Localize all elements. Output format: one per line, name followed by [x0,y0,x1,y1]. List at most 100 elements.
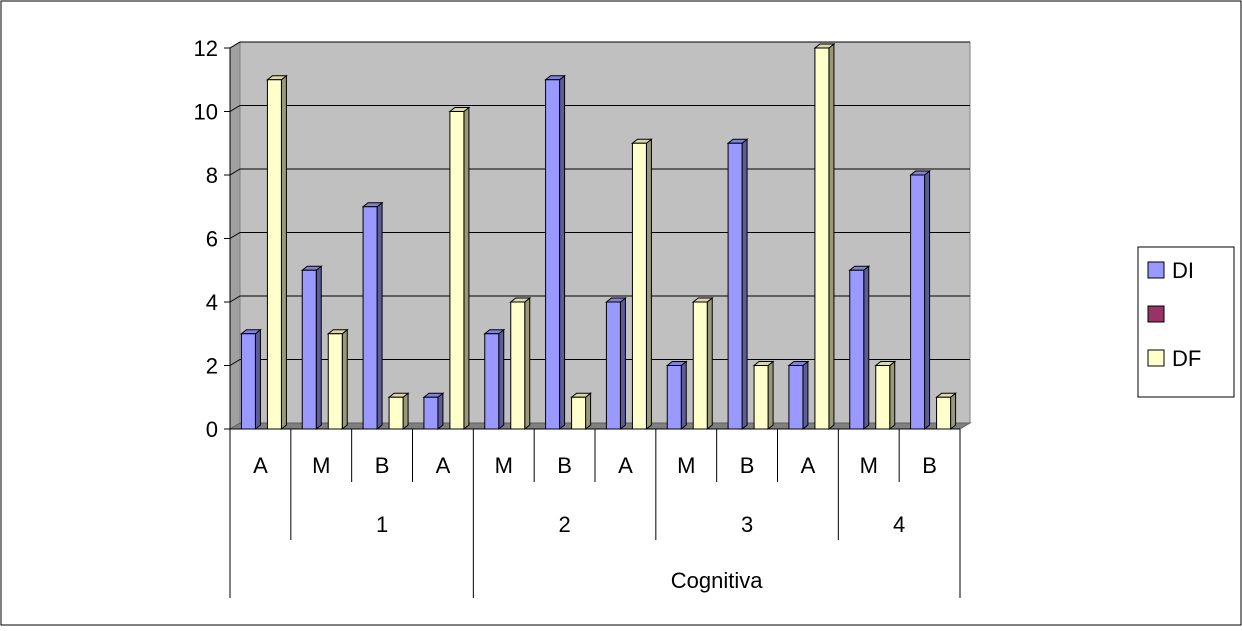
bar-side [341,328,348,431]
bar-DF [387,392,410,431]
legend-entry-label: DF [1172,346,1201,371]
bar-front [936,396,952,430]
group-label: 4 [893,512,905,537]
y-tick-label: 4 [206,290,218,315]
bar-DI [848,265,871,431]
category-label: A [436,453,451,478]
y-tick-label: 12 [194,36,218,61]
bar-side [254,328,261,431]
category-label: B [557,453,572,478]
bar-DI [544,74,567,431]
bar-side [828,42,835,431]
bar-side [680,360,687,431]
bar-side [376,201,383,431]
bar-DF [752,360,775,431]
y-tick-label: 10 [194,100,218,125]
category-label: B [740,453,755,478]
y-tick-label: 8 [206,163,218,188]
bar-DF [691,296,714,431]
outer-category-label: Cognitiva [671,568,763,593]
category-label: M [860,453,878,478]
gridline [229,232,970,239]
bar-DF [874,360,897,431]
bar-front [666,365,682,430]
bar-DF [813,42,836,431]
bar-side [559,74,566,431]
category-label: B [922,453,937,478]
legend-swatch [1147,349,1165,367]
bar-side [498,328,505,431]
bar-front [423,396,439,430]
bar-DI [909,169,932,431]
bar-front [327,333,343,430]
bar-side [802,360,809,431]
bar-front [814,47,830,430]
bar-front [875,365,891,430]
bar-DF [265,74,288,431]
category-label: A [801,453,816,478]
bar-DI [239,328,262,431]
bar-side [767,360,774,431]
bar-side [619,296,626,431]
bar-front [484,333,500,430]
gridline [229,295,970,303]
category-label: A [253,453,268,478]
bar-front [301,269,317,430]
legend-swatch [1147,305,1165,323]
bar-front [388,396,404,430]
legend-entry-label: DI [1172,258,1194,283]
bar-side [585,392,592,431]
y-tick-label: 6 [206,227,218,252]
bar-side [315,265,322,431]
y-tick-label: 0 [206,417,218,442]
bar-front [753,365,769,430]
gridline [229,41,970,49]
bar-side [645,138,652,431]
category-label: M [495,453,513,478]
bar-side [889,360,896,431]
bar-DI [787,360,810,431]
bar-front [692,301,708,430]
bar-front [788,365,804,430]
bar-side [706,296,713,431]
bar-side [402,392,409,431]
bar-front [910,174,926,430]
bar-front [545,79,561,430]
legend: DI DF [1137,246,1235,398]
bar-side [950,392,957,431]
bar-DI [361,201,384,431]
category-label: M [677,453,695,478]
gridline [229,168,970,176]
bar-front [510,301,526,430]
bar-DF [935,392,958,431]
bar-front [727,142,743,430]
bar-DI [726,138,749,431]
group-label: 1 [376,512,388,537]
category-label: B [375,453,390,478]
bar-front [266,79,282,430]
bar-front [571,396,587,430]
bar-DF [630,138,653,431]
category-label: A [618,453,633,478]
bar-DF [570,392,593,431]
bar-side [280,74,287,431]
bar-DI [604,296,627,431]
gridline [229,359,970,366]
bar-front [240,333,256,430]
bar-side [524,296,531,431]
bar-front [362,206,378,430]
bar-DI [483,328,506,431]
bar-side [741,138,748,431]
bar-front [605,301,621,430]
bar-DI [300,265,323,431]
bar-front [631,142,647,430]
gridline [229,105,970,112]
bar-side [437,392,444,431]
bar-DF [509,296,532,431]
bar-DF [326,328,349,431]
bar-front [449,111,465,430]
bar-DI [422,392,445,431]
bar-side [863,265,870,431]
